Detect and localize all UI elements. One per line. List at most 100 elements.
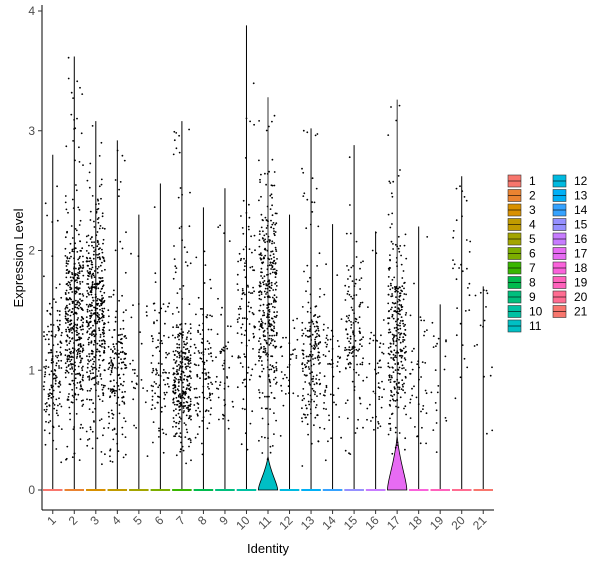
data-point xyxy=(88,260,91,263)
data-point xyxy=(376,340,379,342)
data-point xyxy=(88,353,90,355)
data-point xyxy=(223,387,226,390)
data-point xyxy=(268,125,270,128)
data-point xyxy=(456,307,458,309)
data-point xyxy=(395,289,398,292)
x-tick-label: 13 xyxy=(298,513,318,533)
data-point xyxy=(329,393,332,396)
data-point xyxy=(73,330,76,332)
data-point xyxy=(66,298,68,300)
data-point xyxy=(231,355,234,358)
data-point xyxy=(349,275,352,278)
data-point xyxy=(46,310,49,312)
data-point xyxy=(266,307,268,309)
data-point xyxy=(87,439,89,441)
data-point xyxy=(310,355,313,358)
data-point xyxy=(202,353,205,356)
data-point xyxy=(275,271,277,274)
data-point xyxy=(89,315,91,317)
data-point xyxy=(301,349,304,352)
legend-label: 7 xyxy=(529,261,536,275)
data-point xyxy=(268,322,271,325)
data-point xyxy=(94,296,97,299)
data-point xyxy=(172,277,175,280)
data-point xyxy=(317,351,320,354)
data-point xyxy=(415,396,418,399)
data-point xyxy=(351,346,354,348)
data-point xyxy=(281,355,284,357)
data-point xyxy=(117,396,120,399)
data-point xyxy=(96,375,99,377)
data-point xyxy=(308,403,311,406)
legend-label: 17 xyxy=(574,247,588,261)
data-point xyxy=(79,293,82,295)
data-point xyxy=(57,329,60,332)
data-point xyxy=(74,393,77,396)
data-point xyxy=(64,376,67,379)
data-point xyxy=(178,351,181,354)
data-point xyxy=(45,410,47,413)
data-point xyxy=(117,450,120,452)
data-point xyxy=(71,237,74,239)
data-point xyxy=(161,342,164,345)
data-point xyxy=(404,314,407,316)
data-point xyxy=(348,156,351,159)
data-point xyxy=(75,334,78,336)
data-point xyxy=(395,329,398,332)
data-point xyxy=(94,293,97,296)
data-point xyxy=(275,361,278,364)
data-point xyxy=(264,254,267,257)
data-point xyxy=(268,264,271,267)
data-point xyxy=(274,246,277,249)
data-point xyxy=(366,418,368,421)
data-point xyxy=(222,417,225,420)
data-point xyxy=(164,383,167,386)
data-point xyxy=(217,226,220,229)
data-point xyxy=(87,376,89,378)
data-point xyxy=(301,329,304,331)
data-point xyxy=(75,279,78,281)
data-point xyxy=(108,296,110,298)
data-point xyxy=(391,306,393,309)
data-point xyxy=(91,236,93,238)
data-point xyxy=(195,256,198,259)
data-point xyxy=(68,328,71,331)
data-point xyxy=(270,264,273,266)
data-point xyxy=(323,402,325,404)
data-point xyxy=(96,322,98,325)
data-point xyxy=(371,416,374,419)
data-point xyxy=(479,324,482,327)
data-point xyxy=(98,340,101,342)
data-point xyxy=(65,328,67,331)
data-point xyxy=(102,314,105,317)
data-point xyxy=(66,231,68,234)
data-point xyxy=(74,279,77,282)
data-point xyxy=(396,391,398,393)
data-point xyxy=(50,384,53,387)
data-point xyxy=(66,304,68,307)
data-point xyxy=(207,348,210,350)
data-point xyxy=(467,287,469,289)
data-point xyxy=(348,286,350,288)
data-point xyxy=(59,351,62,354)
data-point xyxy=(302,343,305,345)
data-point xyxy=(260,226,263,229)
data-point xyxy=(178,416,181,419)
data-point xyxy=(68,252,71,254)
data-point xyxy=(327,440,329,443)
data-point xyxy=(72,140,74,142)
data-point xyxy=(43,366,45,368)
data-point xyxy=(44,403,47,405)
legend-label: 15 xyxy=(574,218,588,232)
data-point xyxy=(362,260,364,263)
data-point xyxy=(430,391,433,394)
data-point xyxy=(196,373,199,376)
data-point xyxy=(112,413,115,416)
data-point xyxy=(313,383,316,386)
data-point xyxy=(398,104,401,107)
data-point xyxy=(287,385,290,388)
data-point xyxy=(78,257,81,259)
data-point xyxy=(252,269,255,272)
data-point xyxy=(249,120,252,123)
data-point xyxy=(189,327,192,329)
